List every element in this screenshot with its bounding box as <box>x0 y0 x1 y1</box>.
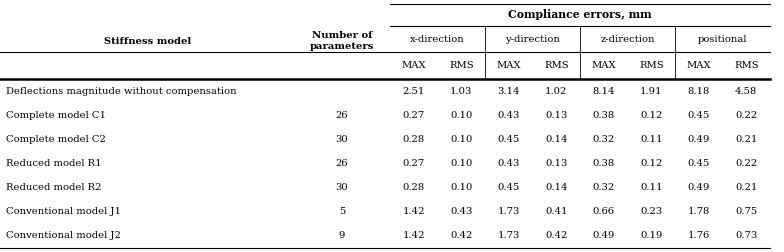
Text: 0.75: 0.75 <box>735 207 757 216</box>
Text: 1.76: 1.76 <box>688 231 710 240</box>
Text: MAX: MAX <box>401 60 426 70</box>
Text: 0.11: 0.11 <box>640 135 662 144</box>
Text: RMS: RMS <box>449 60 474 70</box>
Text: positional: positional <box>698 35 747 44</box>
Text: Compliance errors, mm: Compliance errors, mm <box>508 10 652 20</box>
Text: 26: 26 <box>336 159 348 168</box>
Text: 0.12: 0.12 <box>640 111 662 120</box>
Text: MAX: MAX <box>687 60 711 70</box>
Text: Reduced model R1: Reduced model R1 <box>6 159 102 168</box>
Text: 0.38: 0.38 <box>593 159 615 168</box>
Text: 0.13: 0.13 <box>545 159 568 168</box>
Text: 0.28: 0.28 <box>403 135 425 144</box>
Text: 2.51: 2.51 <box>402 87 425 96</box>
Text: 0.21: 0.21 <box>735 183 757 192</box>
Text: 0.32: 0.32 <box>593 183 615 192</box>
Text: Complete model C1: Complete model C1 <box>6 111 106 120</box>
Text: 0.49: 0.49 <box>688 183 710 192</box>
Text: 8.14: 8.14 <box>593 87 615 96</box>
Text: 0.66: 0.66 <box>593 207 615 216</box>
Text: 0.19: 0.19 <box>640 231 662 240</box>
Text: Reduced model R2: Reduced model R2 <box>6 183 101 192</box>
Text: 0.22: 0.22 <box>735 111 757 120</box>
Text: 0.43: 0.43 <box>498 111 520 120</box>
Text: 9: 9 <box>339 231 345 240</box>
Text: 0.10: 0.10 <box>450 183 473 192</box>
Text: 0.43: 0.43 <box>498 159 520 168</box>
Text: 1.42: 1.42 <box>402 231 425 240</box>
Text: 0.45: 0.45 <box>498 183 520 192</box>
Text: 0.10: 0.10 <box>450 135 473 144</box>
Text: Complete model C2: Complete model C2 <box>6 135 106 144</box>
Text: 0.21: 0.21 <box>735 135 757 144</box>
Text: 30: 30 <box>336 183 348 192</box>
Text: 26: 26 <box>336 111 348 120</box>
Text: 0.28: 0.28 <box>403 183 425 192</box>
Text: 0.43: 0.43 <box>450 207 473 216</box>
Text: Stiffness model: Stiffness model <box>104 37 191 46</box>
Text: 0.27: 0.27 <box>403 111 425 120</box>
Text: 0.45: 0.45 <box>688 159 710 168</box>
Text: 1.91: 1.91 <box>640 87 662 96</box>
Text: Number of
parameters: Number of parameters <box>310 31 374 51</box>
Text: Deflections magnitude without compensation: Deflections magnitude without compensati… <box>6 87 237 96</box>
Text: 0.32: 0.32 <box>593 135 615 144</box>
Text: 1.73: 1.73 <box>498 231 520 240</box>
Text: 0.73: 0.73 <box>735 231 757 240</box>
Text: 0.42: 0.42 <box>450 231 473 240</box>
Text: x-direction: x-direction <box>410 35 465 44</box>
Text: 0.49: 0.49 <box>688 135 710 144</box>
Text: 1.42: 1.42 <box>402 207 425 216</box>
Text: 0.14: 0.14 <box>545 135 568 144</box>
Text: 1.73: 1.73 <box>498 207 520 216</box>
Text: 1.03: 1.03 <box>450 87 473 96</box>
Text: 0.27: 0.27 <box>403 159 425 168</box>
Text: 0.41: 0.41 <box>545 207 568 216</box>
Text: 0.45: 0.45 <box>688 111 710 120</box>
Text: z-direction: z-direction <box>601 35 655 44</box>
Text: 1.02: 1.02 <box>545 87 568 96</box>
Text: 4.58: 4.58 <box>735 87 757 96</box>
Text: RMS: RMS <box>734 60 759 70</box>
Text: 0.12: 0.12 <box>640 159 662 168</box>
Text: RMS: RMS <box>544 60 568 70</box>
Text: 0.22: 0.22 <box>735 159 757 168</box>
Text: 0.11: 0.11 <box>640 183 662 192</box>
Text: y-direction: y-direction <box>505 35 560 44</box>
Text: RMS: RMS <box>639 60 663 70</box>
Text: 0.38: 0.38 <box>593 111 615 120</box>
Text: 5: 5 <box>339 207 345 216</box>
Text: 0.10: 0.10 <box>450 159 473 168</box>
Text: 3.14: 3.14 <box>498 87 520 96</box>
Text: Conventional model J1: Conventional model J1 <box>6 207 121 216</box>
Text: 0.13: 0.13 <box>545 111 568 120</box>
Text: MAX: MAX <box>496 60 521 70</box>
Text: 0.49: 0.49 <box>593 231 615 240</box>
Text: 0.14: 0.14 <box>545 183 568 192</box>
Text: 0.45: 0.45 <box>498 135 520 144</box>
Text: 0.42: 0.42 <box>545 231 568 240</box>
Text: 30: 30 <box>336 135 348 144</box>
Text: Conventional model J2: Conventional model J2 <box>6 231 121 240</box>
Text: 0.23: 0.23 <box>640 207 662 216</box>
Text: MAX: MAX <box>591 60 616 70</box>
Text: 0.10: 0.10 <box>450 111 473 120</box>
Text: 8.18: 8.18 <box>688 87 710 96</box>
Text: 1.78: 1.78 <box>688 207 710 216</box>
